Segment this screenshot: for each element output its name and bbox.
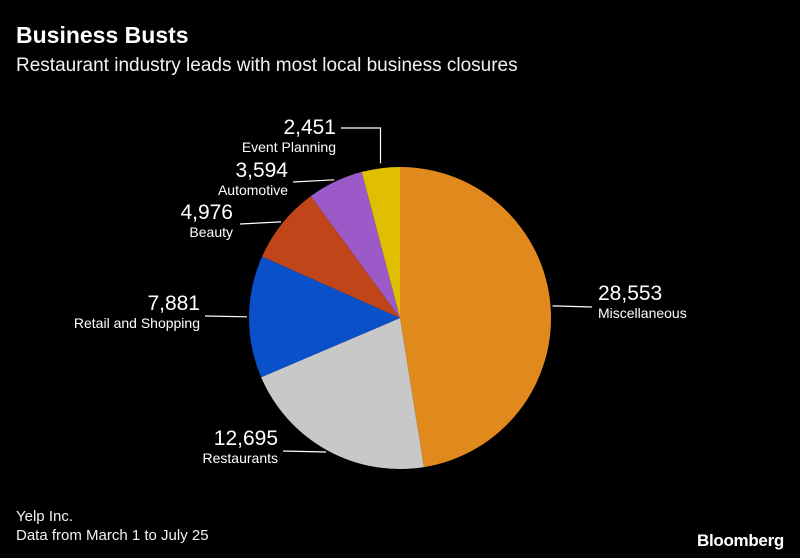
category-label-automotive: Automotive	[218, 182, 288, 198]
category-label-retail-and-shopping: Retail and Shopping	[74, 315, 200, 331]
value-label-restaurants: 12,695	[214, 427, 278, 450]
pie-slice-beauty	[262, 196, 400, 318]
source-note: Yelp Inc.	[16, 508, 73, 525]
category-label-restaurants: Restaurants	[203, 450, 278, 466]
value-label-event-planning: 2,451	[283, 116, 336, 139]
value-label-miscellaneous: 28,553	[598, 282, 662, 305]
chart-title: Business Busts	[16, 22, 189, 48]
value-label-beauty: 4,976	[180, 201, 233, 224]
category-label-beauty: Beauty	[189, 224, 233, 240]
date-range-note: Data from March 1 to July 25	[16, 527, 209, 544]
pie-slice-automotive	[310, 171, 400, 318]
pie-slice-miscellaneous	[400, 167, 552, 468]
leader-line-automotive	[292, 179, 335, 183]
leader-line-miscellaneous	[552, 305, 593, 308]
leader-line-event-planning	[341, 127, 382, 164]
pie-slice-restaurants	[261, 318, 424, 470]
category-label-event-planning: Event Planning	[242, 139, 336, 155]
value-label-automotive: 3,594	[235, 159, 288, 182]
pie-slice-event-planning	[361, 167, 400, 318]
category-label-miscellaneous: Miscellaneous	[598, 305, 687, 321]
leader-line-beauty	[239, 221, 282, 225]
leader-line-restaurants	[282, 450, 327, 453]
leader-line-retail-and-shopping	[204, 315, 248, 318]
value-label-retail-and-shopping: 7,881	[147, 292, 200, 315]
chart-subtitle: Restaurant industry leads with most loca…	[16, 55, 518, 76]
bloomberg-logo: Bloomberg	[696, 531, 784, 550]
pie-slice-retail-and-shopping	[249, 256, 400, 378]
